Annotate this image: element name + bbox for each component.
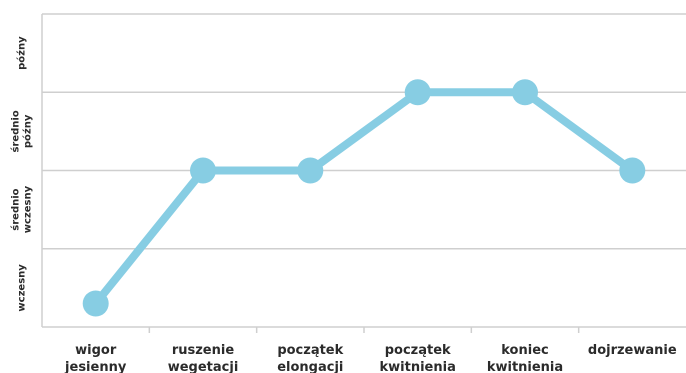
series-line <box>91 88 637 308</box>
y-tick-label: późny <box>16 36 28 70</box>
x-tick-label-line: wigor <box>75 343 117 358</box>
data-point <box>190 157 216 184</box>
x-tick-label-line: początek <box>385 343 451 358</box>
series-line-layer <box>91 88 637 308</box>
y-tick-label: średniopóźny <box>10 110 34 152</box>
y-tick-label-line: średnio <box>10 110 22 152</box>
data-point <box>82 290 109 317</box>
x-tick-label: koniec kwitnienia <box>487 343 563 373</box>
x-tick-label: dojrzewanie <box>588 343 677 358</box>
x-tick-label: wigor jesienny <box>64 343 127 373</box>
y-tick-label-line: średnio <box>10 188 22 230</box>
x-tick-label: początek elongacji <box>277 343 343 373</box>
x-tick-label-line: jesienny <box>64 360 127 373</box>
x-tick-label-line: kwitnienia <box>380 360 456 373</box>
data-point <box>512 79 538 106</box>
y-tick-label-line: wczesny <box>17 264 28 312</box>
data-point <box>297 157 324 184</box>
x-axis-tick-labels: wigor jesienny ruszenie wegetacji początek el… <box>64 343 677 373</box>
x-tick-label-line: początek <box>277 343 343 358</box>
x-tick-label: ruszenie wegetacji <box>168 343 239 373</box>
y-tick-label-line: wczesny <box>23 185 34 233</box>
x-tick-label: początek kwitnienia <box>380 343 456 373</box>
x-tick-label-line: koniec <box>501 343 548 358</box>
x-tick-label-line: dojrzewanie <box>588 343 677 358</box>
x-tick-label-line: elongacji <box>277 360 343 373</box>
x-tick-label-line: kwitnienia <box>487 360 563 373</box>
data-point <box>619 157 646 184</box>
x-tick-label-line: ruszenie <box>172 343 234 358</box>
data-point <box>404 79 431 106</box>
data-points <box>82 79 646 317</box>
y-tick-label: średniowczesny <box>10 185 34 233</box>
y-tick-label: wczesny <box>17 264 28 312</box>
y-tick-label-line: późny <box>22 114 34 148</box>
x-tick-label-line: wegetacji <box>168 360 239 373</box>
y-tick-label-line: późny <box>16 36 28 70</box>
grid-lines <box>41 13 686 333</box>
